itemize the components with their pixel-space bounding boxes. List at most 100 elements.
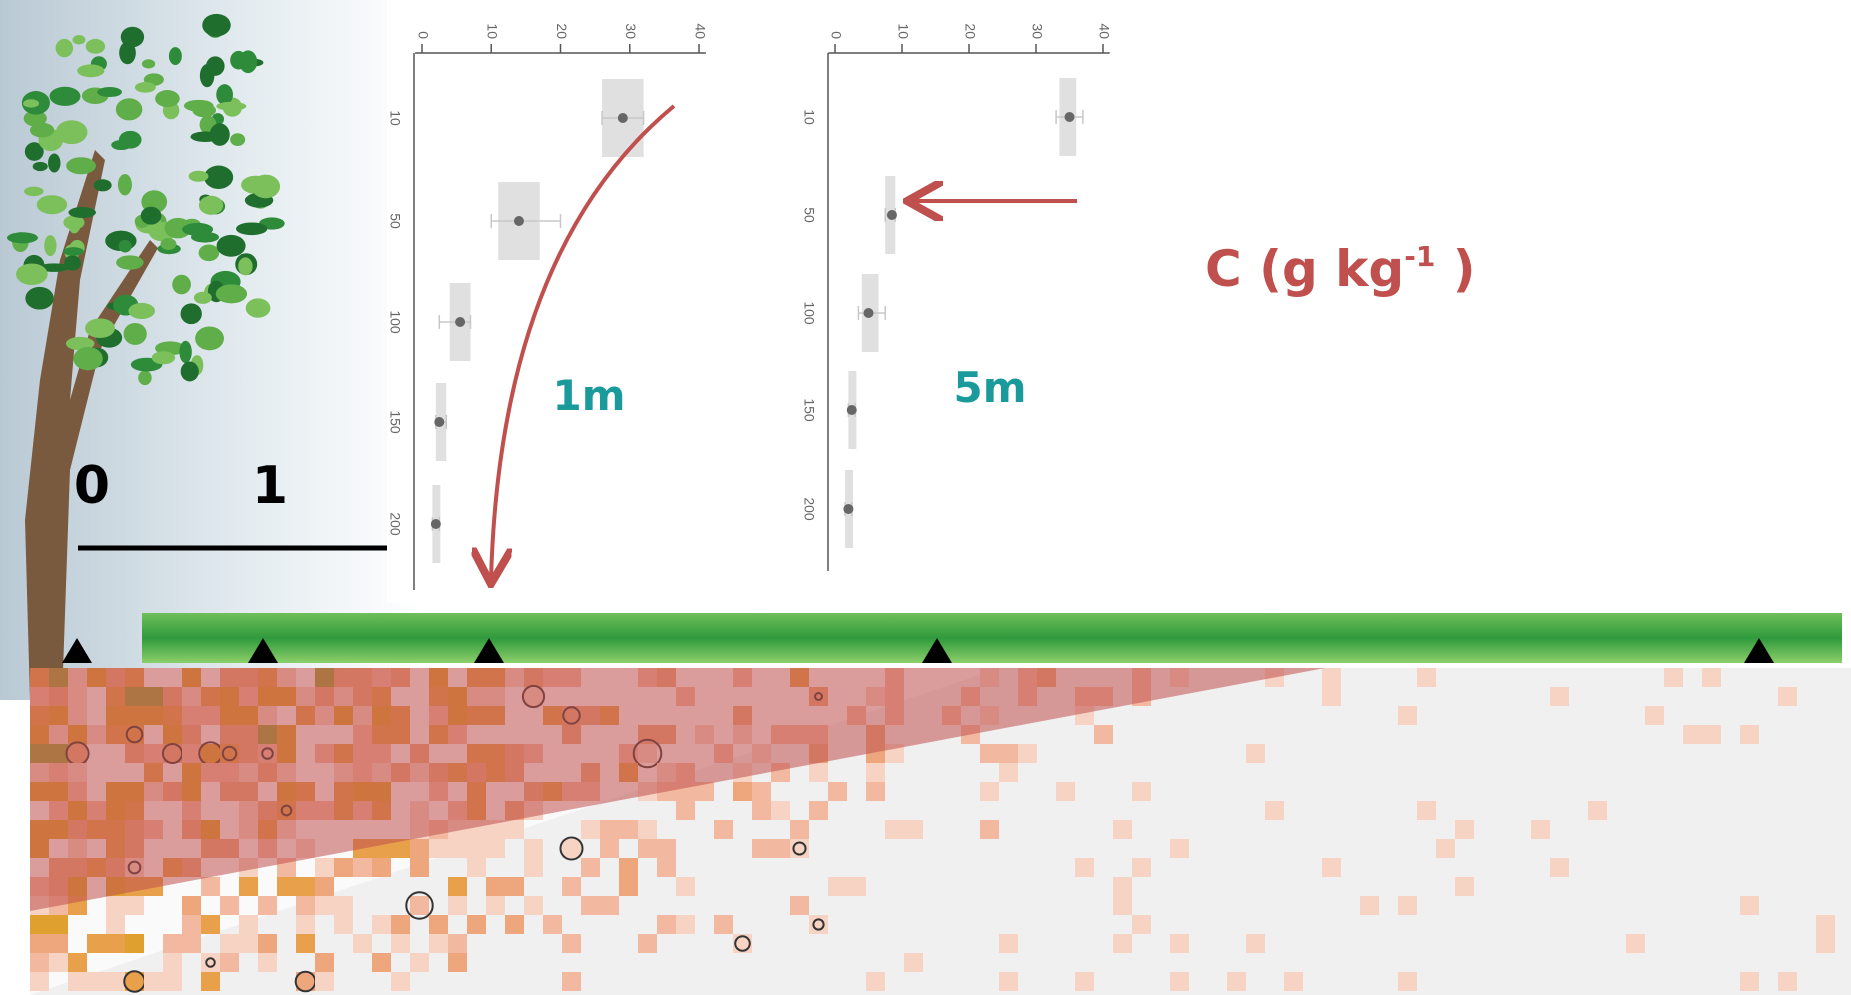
cell — [163, 972, 182, 991]
cell — [638, 820, 657, 839]
median — [887, 210, 897, 220]
x-tick-label: 10 — [485, 23, 501, 39]
cell — [296, 896, 315, 915]
leaf — [116, 98, 143, 120]
cell — [809, 915, 828, 934]
cell — [809, 763, 828, 782]
leaf — [202, 14, 231, 37]
cell — [1417, 668, 1436, 687]
leaf — [199, 244, 220, 261]
cell — [657, 858, 676, 877]
cell — [239, 934, 258, 953]
median — [1065, 112, 1075, 122]
unit-text: C (g kg — [1205, 240, 1404, 298]
cell — [391, 934, 410, 953]
cell — [429, 915, 448, 934]
leaf — [68, 207, 96, 218]
cell — [410, 896, 429, 915]
cell — [1778, 972, 1797, 991]
leaf — [200, 64, 215, 87]
leaf — [194, 292, 212, 304]
leaf — [142, 59, 155, 68]
cell — [1626, 934, 1645, 953]
cell — [239, 877, 258, 896]
leaf — [24, 187, 44, 196]
cell — [448, 953, 467, 972]
cell — [505, 877, 524, 896]
cell — [733, 782, 752, 801]
cell — [125, 934, 144, 953]
cell — [239, 915, 258, 934]
cell — [201, 972, 220, 991]
cell — [353, 858, 372, 877]
cell — [638, 934, 657, 953]
panel — [387, 0, 745, 603]
leaf — [181, 362, 199, 382]
cell — [676, 877, 695, 896]
leaf — [216, 102, 246, 111]
cell — [49, 915, 68, 934]
cell — [828, 877, 847, 896]
cell — [885, 820, 904, 839]
leaf — [23, 99, 39, 107]
leaf — [124, 323, 147, 345]
y-tick-label: 50 — [801, 207, 817, 223]
cell — [201, 877, 220, 896]
cell — [562, 972, 581, 991]
cell — [296, 915, 315, 934]
cell — [467, 839, 486, 858]
cell — [600, 820, 619, 839]
cell — [1436, 839, 1455, 858]
cell — [619, 858, 638, 877]
cell — [1417, 801, 1436, 820]
cell — [657, 839, 676, 858]
cell — [1227, 972, 1246, 991]
cell — [1645, 706, 1664, 725]
y-tick-label: 100 — [387, 310, 403, 334]
leaf — [135, 82, 156, 93]
y-tick-label: 100 — [801, 301, 817, 325]
cell — [904, 953, 923, 972]
cell — [904, 820, 923, 839]
x-tick-label: 10 — [895, 23, 911, 39]
cell — [353, 934, 372, 953]
leaf — [33, 162, 48, 171]
cell — [1170, 934, 1189, 953]
cell — [1702, 668, 1721, 687]
leaf — [179, 341, 191, 363]
cell — [657, 915, 676, 934]
cell — [277, 877, 296, 896]
cell — [1170, 972, 1189, 991]
cell — [1816, 915, 1835, 934]
cell — [524, 896, 543, 915]
cell — [1740, 972, 1759, 991]
cell — [562, 934, 581, 953]
y-tick-label: 10 — [387, 110, 403, 126]
leaf — [73, 347, 102, 370]
leaf — [73, 35, 86, 44]
leaf — [199, 196, 223, 215]
cell — [638, 839, 657, 858]
cell — [1113, 896, 1132, 915]
leaf — [118, 174, 132, 195]
cell — [372, 915, 391, 934]
y-tick-label: 50 — [387, 213, 403, 229]
cell — [1170, 839, 1189, 858]
cell — [334, 915, 353, 934]
leaf — [141, 207, 162, 225]
cell — [1816, 934, 1835, 953]
panel-label: 5m — [954, 363, 1027, 412]
leaf — [7, 232, 38, 243]
cell — [1740, 725, 1759, 744]
leaf — [94, 179, 112, 191]
cell — [220, 953, 239, 972]
cell — [1360, 896, 1379, 915]
cell — [163, 953, 182, 972]
leaf — [204, 166, 233, 189]
cell — [201, 953, 220, 972]
cell — [30, 953, 49, 972]
leaf — [85, 318, 115, 338]
cell — [1246, 744, 1265, 763]
cell — [980, 820, 999, 839]
cell — [448, 896, 467, 915]
